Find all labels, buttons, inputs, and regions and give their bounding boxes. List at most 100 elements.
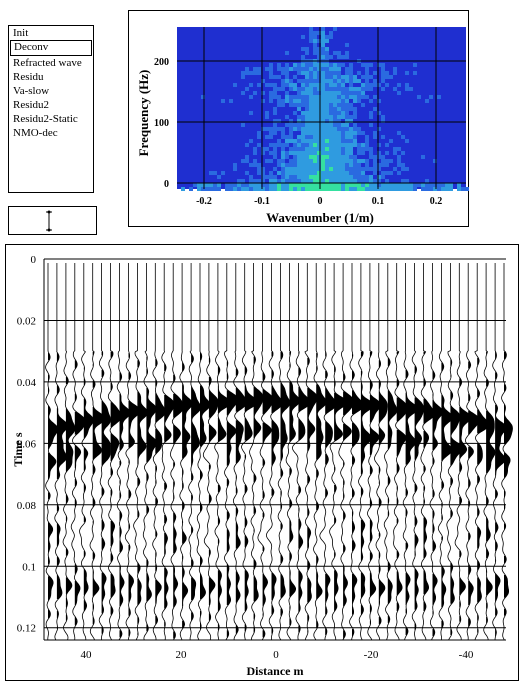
spectrum-cell [329,75,333,79]
spectrum-cell [317,111,321,115]
spectrum-cell [365,95,369,99]
gather-trace-fill [155,564,157,572]
spectrum-cell [373,79,377,83]
spectrum-cell [369,147,373,151]
gather-trace-fill [92,570,99,597]
spectrum-cell [305,143,309,147]
spectrum-cell [337,55,341,59]
spectrum-cell [409,87,413,91]
gather-trace-fill [280,608,283,616]
spectrum-cell [285,63,289,67]
spectrum-cell [313,119,317,123]
menu-item[interactable]: Residu [13,71,44,83]
gather-trace-fill [298,625,301,633]
spectrum-cell [309,123,313,127]
spectrum-cell [369,123,373,127]
gather-trace-fill [173,494,174,500]
menu-item[interactable]: Init [13,27,29,39]
gather-trace-fill [137,578,142,605]
gather-trace-fill [110,553,113,562]
menu-item[interactable]: Refracted wave [13,57,82,69]
spectrum-cell [349,151,353,155]
spectrum-cell [257,143,261,147]
spectrum-cell [297,115,301,119]
gather-trace-fill [423,351,426,355]
gather-trace-fill [378,391,388,423]
gather-trace-fill [307,475,310,484]
slider-handle-icon[interactable] [9,207,98,236]
gather-trace-fill [325,488,328,497]
spectrum-cell [241,71,245,75]
gather-trace-fill [173,425,181,445]
gather-trace-fill [369,572,376,597]
spectrum-cell [317,87,321,91]
gather-y-tick: 0 [31,254,37,266]
spectrum-cell [333,143,337,147]
spectrum-cell [309,179,313,183]
gather-trace-fill [191,386,201,466]
spectrum-cell [321,119,325,123]
spectrum-cell [425,183,429,187]
gather-trace-fill [450,563,455,604]
spectrum-cell [301,47,305,51]
spectrum-cell [325,51,329,55]
spectrum-cell [393,147,397,151]
spectrum-cell [285,163,289,167]
gather-trace-fill [369,465,373,475]
gather-trace-fill [226,564,231,605]
spectrum-cell [269,63,273,67]
gather-trace-fill [164,395,175,442]
spectrum-cell [329,135,333,139]
menu-item[interactable]: Residu2 [13,99,50,111]
spectrum-cell [341,187,345,191]
spectrum-cell [381,175,385,179]
spectrum-cell [309,95,313,99]
gather-trace-fill [271,420,279,466]
spectrum-cell [245,67,249,71]
spectrum-cell [205,187,209,191]
spectrum-cell [241,179,245,183]
gather-trace-fill [298,351,300,355]
spectrum-cell [385,83,389,87]
spectrum-cell [345,151,349,155]
spectrum-cell [389,75,393,79]
spectrum-cell [349,135,353,139]
spectrum-cell [365,71,369,75]
gather-trace-fill [477,389,480,398]
gather-trace-fill [504,384,506,392]
spectrum-cell [337,75,341,79]
spectrum-cell [357,143,361,147]
menu-item[interactable]: NMO-dec [13,127,58,139]
gather-trace-fill [182,620,185,628]
spectrum-cell [405,179,409,183]
spectrum-cell [313,99,317,103]
spectrum-cell [209,183,213,187]
spectrum-cell [401,183,405,187]
menu-item[interactable]: Residu2-Static [13,113,78,125]
spectrum-cell [325,107,329,111]
spectrum-cell [325,187,329,191]
gather-y-tick: 0.08 [17,500,37,512]
spectrum-cell [341,159,345,163]
spectrum-cell [349,67,353,71]
range-slider[interactable] [8,206,97,235]
gather-trace-fill [405,542,408,550]
menu-item[interactable]: Va-slow [13,85,50,97]
gather-trace-fill [495,559,496,562]
spectrum-cell [289,179,293,183]
gather-y-label: Time s [11,432,25,466]
spectrum-cell [301,179,305,183]
gather-trace-fill [155,498,158,506]
spectrum-cell [293,67,297,71]
menu-item[interactable]: Deconv [10,40,92,56]
spectrum-cell [297,67,301,71]
spectrum-cell [325,47,329,51]
gather-trace-fill [173,512,176,524]
gather-trace-fill [155,615,158,625]
spectrum-cell [317,147,321,151]
spectrum-cell [245,155,249,159]
gather-trace-fill [119,630,122,638]
spectrum-cell [261,171,265,175]
spectrum-cell [305,167,309,171]
gather-trace-fill [191,612,194,621]
